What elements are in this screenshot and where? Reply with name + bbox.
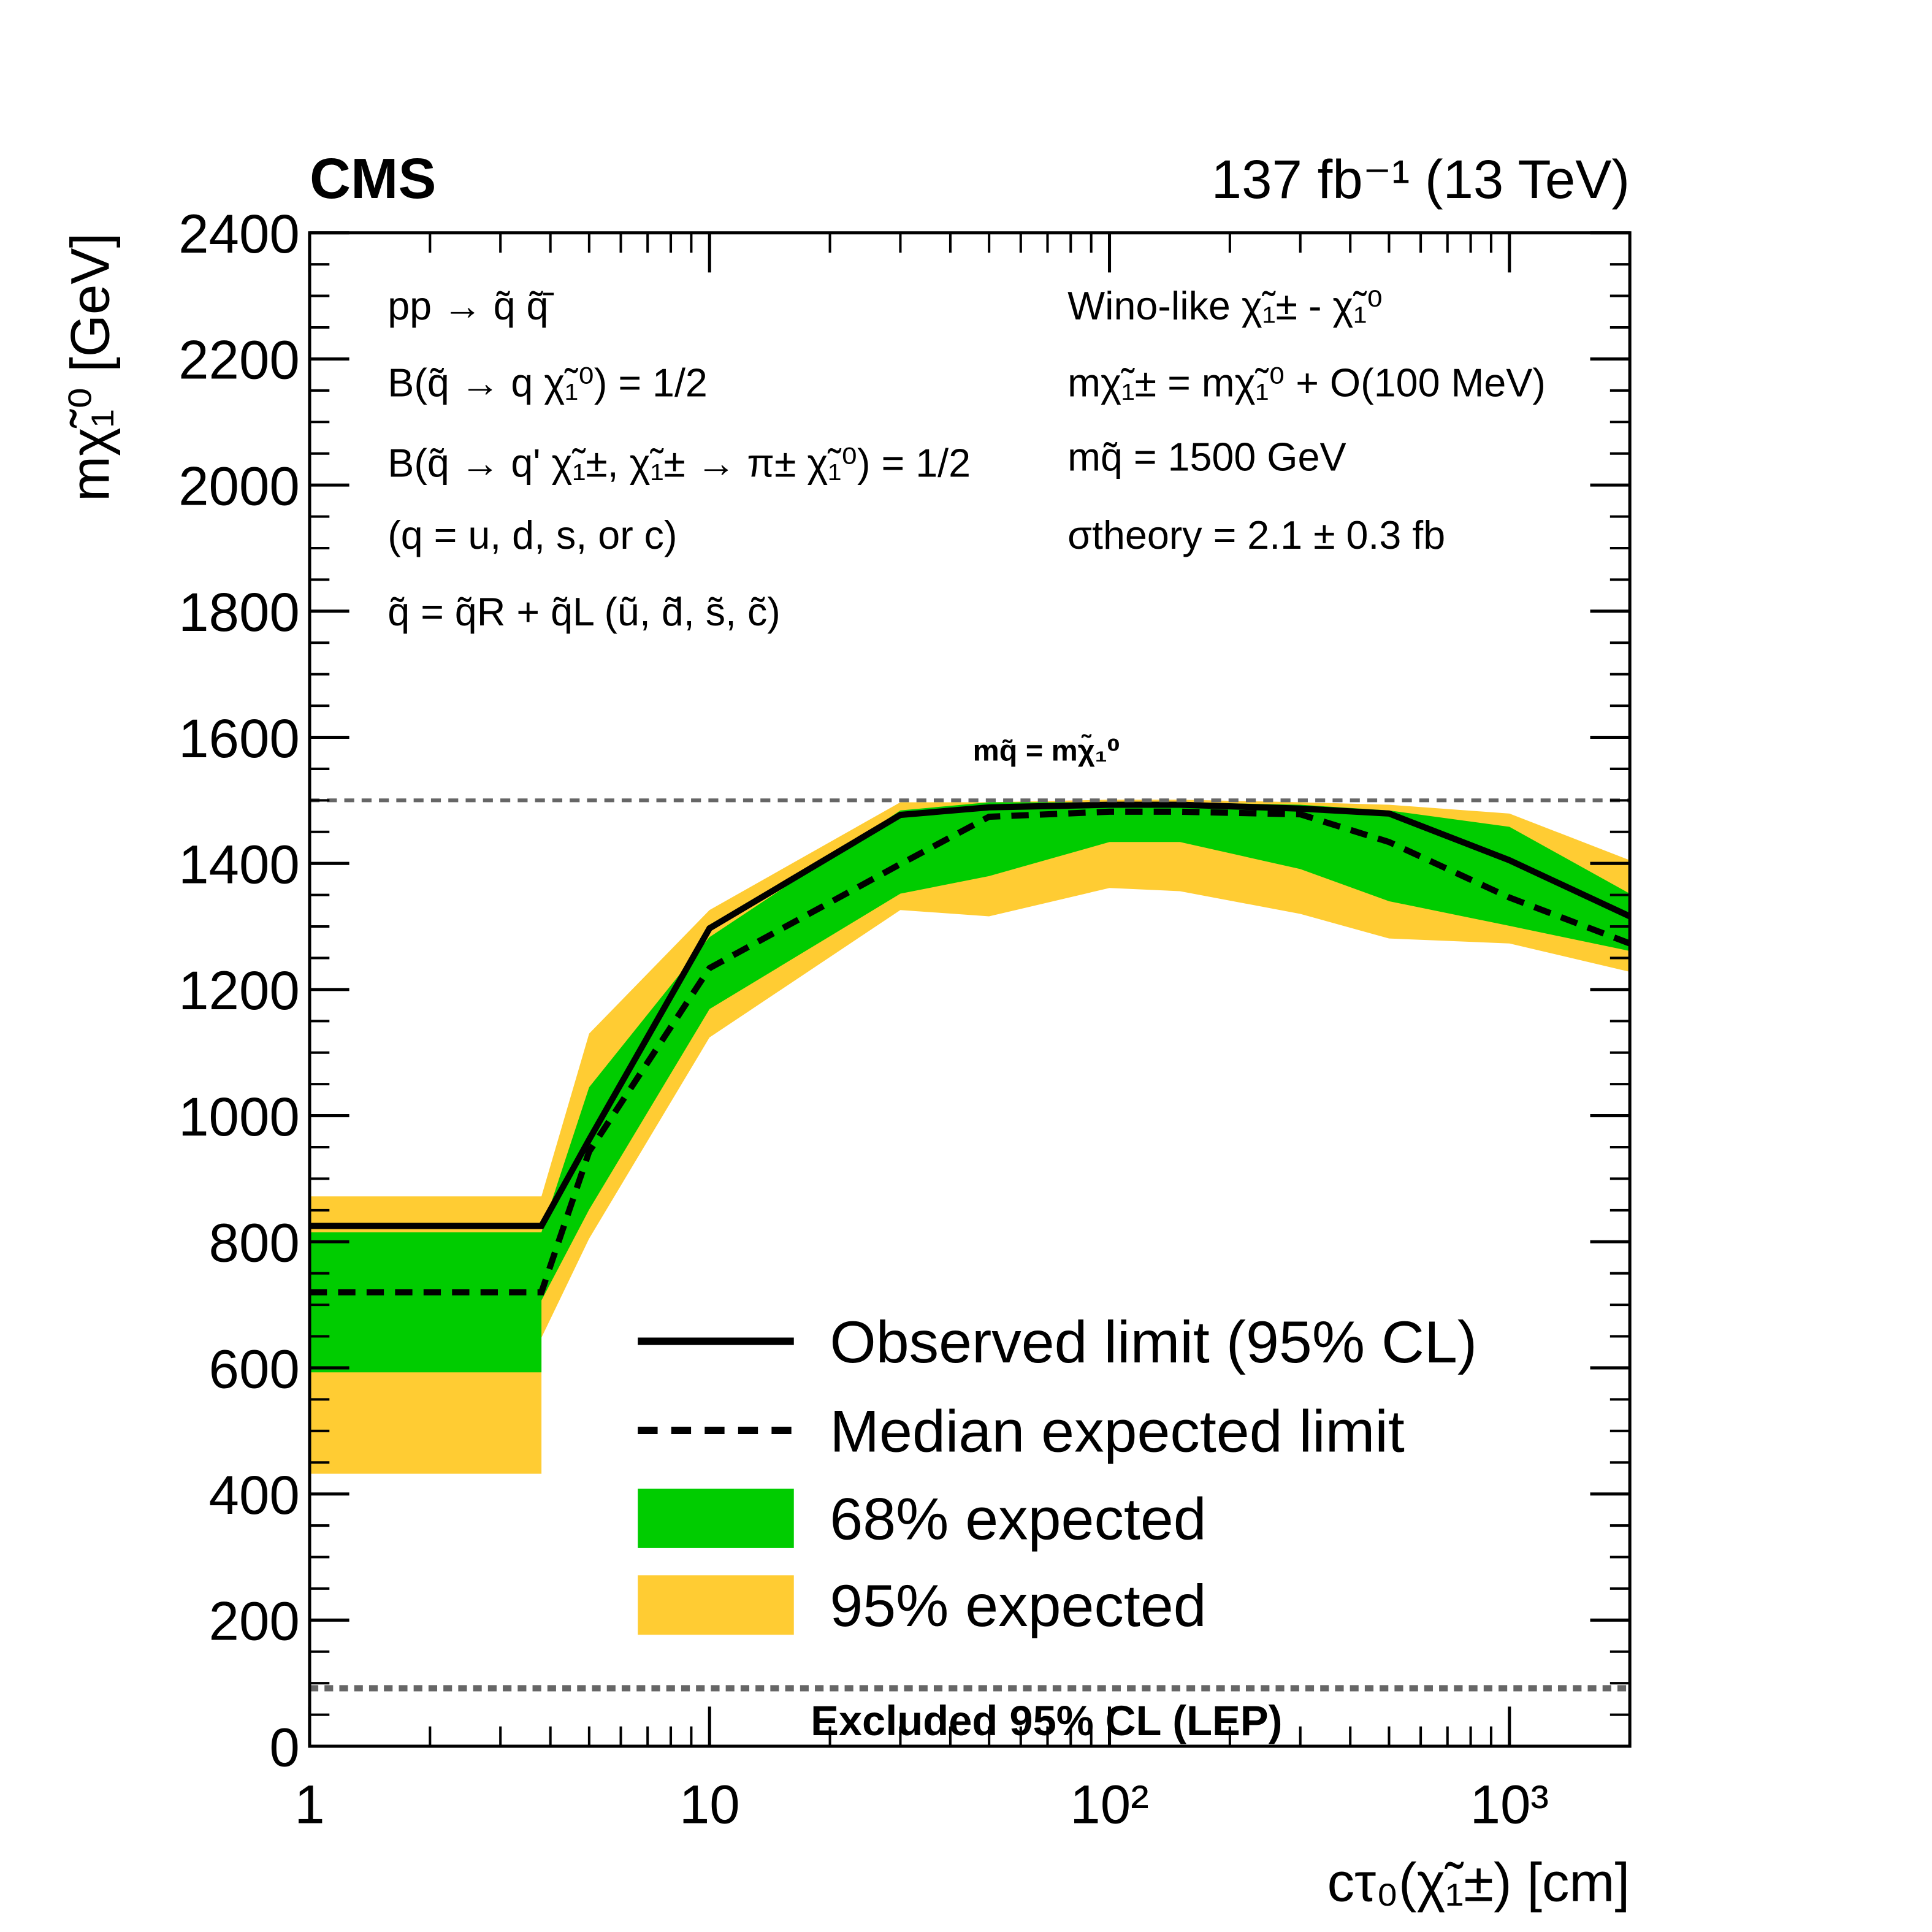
x-axis-label: cτ₀(χ̃₁±) [cm]	[1327, 1852, 1630, 1913]
experiment-label: CMS	[310, 147, 436, 210]
y-tick-label: 2000	[178, 456, 300, 516]
y-tick-label: 600	[209, 1338, 300, 1399]
y-tick-label: 2400	[178, 204, 300, 264]
band	[309, 802, 1630, 1373]
legend-label: 95% expected	[830, 1572, 1206, 1639]
annotation: mχ̃₁± = mχ̃₁⁰ + O(100 MeV)	[1067, 360, 1546, 405]
legend-swatch	[638, 1575, 794, 1635]
legend-label: Median expected limit	[830, 1397, 1405, 1464]
y-tick-label: 0	[269, 1717, 299, 1777]
annotation: q̃ = q̃R + q̃L (ũ, d̃, s̃, c̃)	[388, 589, 781, 634]
y-tick-label: 1000	[178, 1086, 300, 1147]
y-tick-label: 800	[209, 1213, 300, 1273]
annotation: B(q̃ → q' χ̃₁±, χ̃₁± → π± χ̃₁⁰) = 1/2	[388, 441, 971, 486]
y-tick-label: 1800	[178, 582, 300, 643]
observed-line	[309, 801, 1632, 1229]
reference-label: mq̃ = mχ̃₁⁰	[973, 735, 1120, 768]
x-tick-label: 1	[294, 1774, 324, 1835]
luminosity-label: 137 fb⁻¹ (13 TeV)	[1212, 149, 1630, 210]
y-tick-label: 400	[209, 1465, 300, 1525]
x-tick-label: 10	[679, 1774, 740, 1835]
x-tick-label: 10²	[1070, 1774, 1148, 1835]
y-tick-label: 1400	[178, 834, 300, 895]
legend-label: Observed limit (95% CL)	[830, 1308, 1477, 1375]
y-tick-label: 1200	[178, 960, 300, 1021]
legend-swatch	[638, 1488, 794, 1548]
y-tick-label: 1600	[178, 708, 300, 769]
x-tick-label: 10³	[1470, 1774, 1549, 1835]
annotation: (q = u, d, s, or c)	[388, 513, 677, 557]
annotation: B(q̃ → q χ̃₁⁰) = 1/2	[388, 360, 708, 405]
y-tick-label: 2200	[178, 330, 300, 391]
legend-label: 68% expected	[830, 1486, 1206, 1552]
plot-area	[309, 800, 1632, 1474]
annotation: σtheory = 2.1 ± 0.3 fb	[1067, 513, 1445, 557]
annotation: mq̃ = 1500 GeV	[1067, 435, 1346, 479]
annotation: Wino-like χ̃₁± - χ̃₁⁰	[1067, 283, 1383, 328]
y-axis-label: mχ̃₁⁰ [GeV]	[60, 233, 121, 502]
expected-line	[309, 808, 1631, 1296]
annotation: pp → q̃ q̃̄	[388, 283, 554, 328]
y-tick-label: 200	[209, 1591, 300, 1652]
